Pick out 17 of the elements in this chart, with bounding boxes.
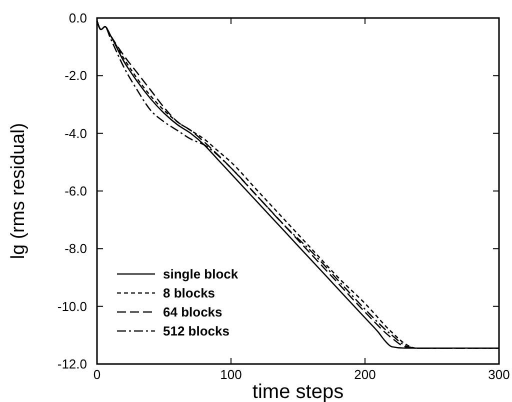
legend-label: 8 blocks [163,286,216,301]
y-tick-label: -2.0 [64,68,87,84]
y-tick-label: -8.0 [64,241,87,256]
x-tick-label: 100 [220,367,242,382]
legend-label: 64 blocks [163,304,222,320]
y-tick-label: -12.0 [57,356,87,372]
legend-label: single block [163,266,239,282]
x-tick-label: 200 [354,367,376,382]
x-tick-label: 0 [93,367,101,382]
y-tick-label: 0.0 [68,10,87,26]
legend-label: 512 blocks [163,324,230,339]
y-tick-label: -10.0 [57,298,87,314]
y-tick-label: -4.0 [64,126,87,141]
x-axis-title: time steps [252,381,344,402]
y-axis-title: lg (rms residual) [8,122,29,260]
y-tick-label: -6.0 [64,184,87,199]
x-tick-label: 300 [488,367,510,382]
